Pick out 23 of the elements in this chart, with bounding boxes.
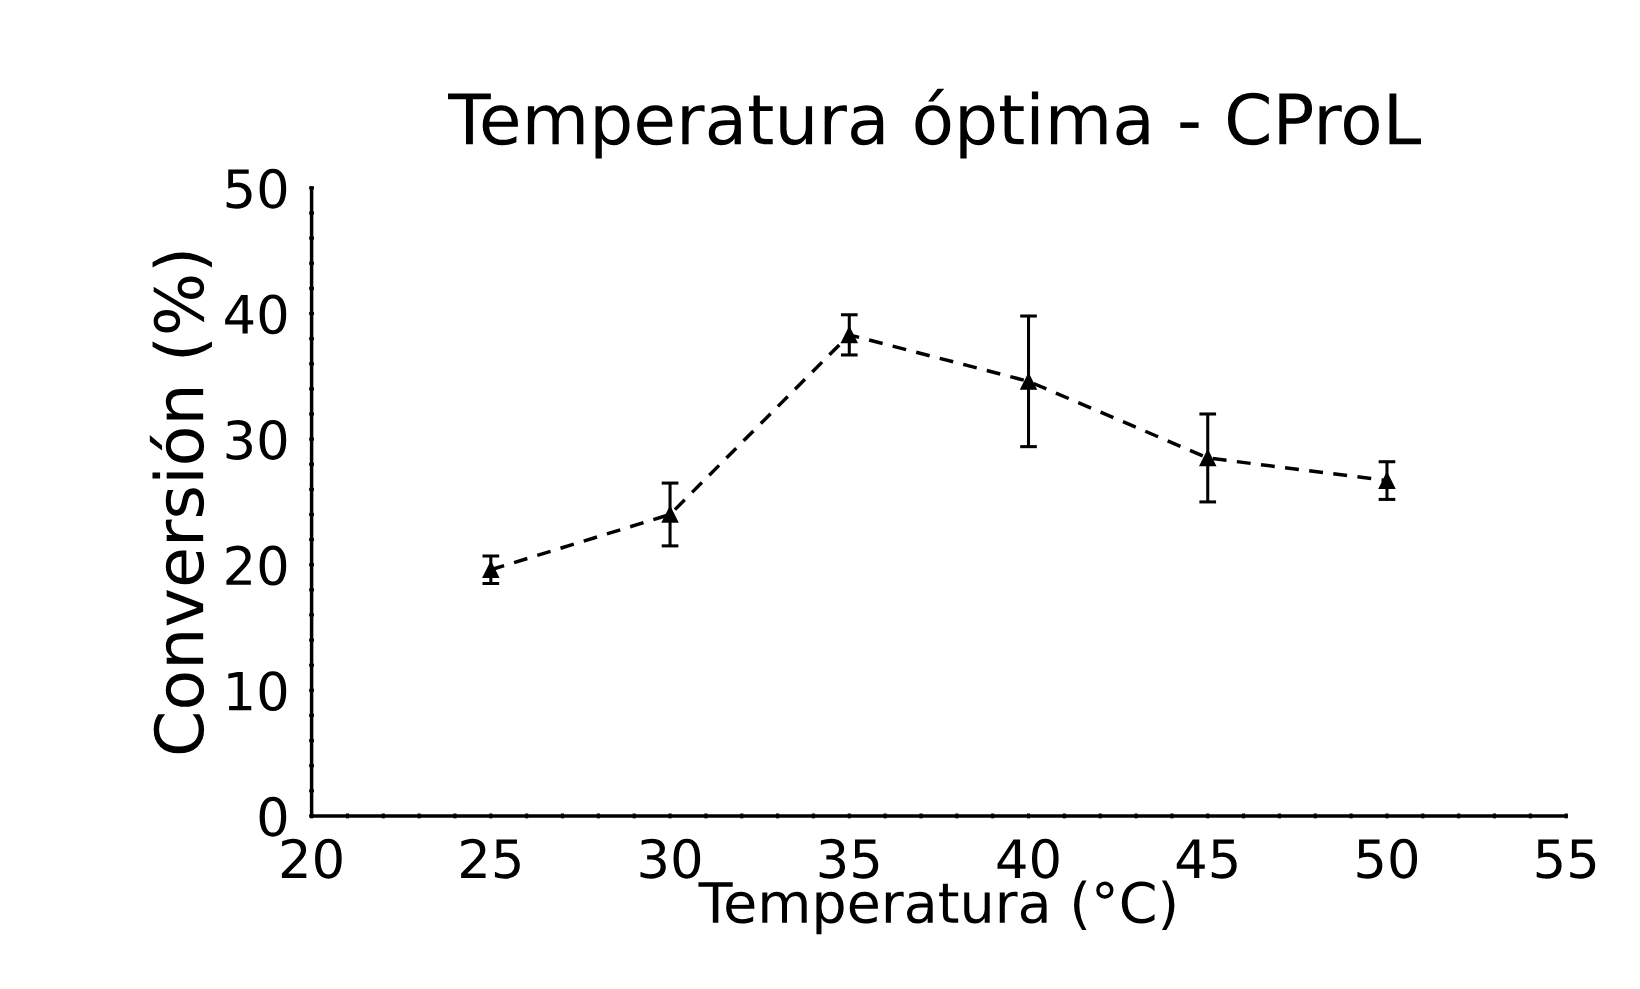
point [840,326,858,344]
y-tick-label: 10 [228,671,287,712]
x-tick-label: 50 [1357,838,1418,879]
x-tick-label: 30 [640,838,701,879]
y-tick-label: 30 [226,420,287,460]
point [1020,373,1037,390]
x-axis-title: Temperatura (°C) [698,880,1175,935]
chart-title: Temperatura óptima - CProL [448,88,1421,159]
point [1199,449,1217,467]
y-tick-label: 40 [225,294,287,335]
y-tick-label: 20 [226,545,287,586]
y-tick-label: 0 [259,796,287,837]
x-tick-label: 25 [461,838,520,879]
y-tick-label: 50 [226,168,287,209]
x-tick-label: 20 [281,838,342,879]
point [482,561,500,579]
x-tick-label: 40 [997,838,1059,879]
point [661,506,679,523]
point [1378,472,1396,489]
y-axis-title: Conversión (%) [149,252,212,754]
x-tick-label: 45 [1176,839,1237,879]
x-tick-label: 35 [819,838,879,879]
x-tick-label: 55 [1536,839,1596,879]
